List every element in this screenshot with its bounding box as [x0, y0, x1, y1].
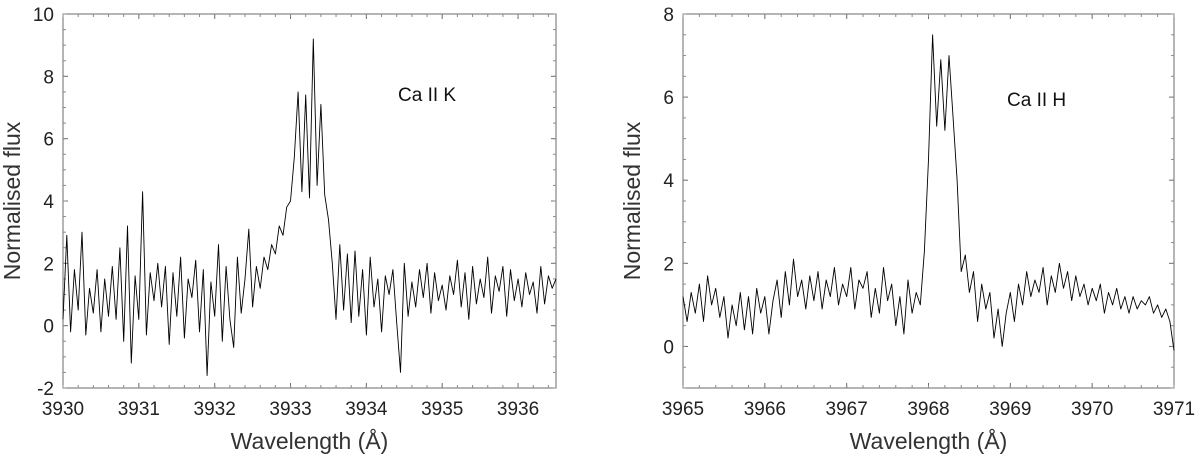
y-tick-label: -2 — [37, 379, 54, 400]
y-tick-label: 6 — [43, 130, 54, 151]
x-tick-label: 3970 — [1071, 399, 1113, 420]
x-tick-label: 3934 — [345, 399, 388, 420]
y-tick-label: 0 — [663, 337, 674, 358]
line-annotation: Ca II H — [1007, 90, 1066, 111]
y-axis-title: Normalised flux — [619, 121, 645, 280]
y-tick-label: 8 — [663, 5, 674, 26]
y-tick-label: 0 — [43, 317, 54, 338]
x-axis-title: Wavelength (Å) — [231, 427, 389, 454]
chart-panel-1: 3930 3931 3932 3933 3934 3935 3936 -2 0 2 4 6 8 10 Ca … — [0, 5, 557, 454]
x-tick-label: 3931 — [118, 399, 160, 420]
x-tick-label: 3968 — [907, 399, 949, 420]
plot-frame — [62, 13, 557, 389]
y-tick-label: 4 — [43, 192, 54, 213]
y-tick-label: 6 — [663, 88, 674, 109]
x-tick-label: 3935 — [421, 399, 463, 420]
y-tick-label: 2 — [663, 254, 674, 275]
y-tick-label: 10 — [33, 5, 54, 26]
x-tick-label: 3933 — [269, 399, 311, 420]
x-axis-title: Wavelength (Å) — [850, 427, 1008, 454]
spectrum-line — [62, 38, 557, 376]
line-annotation: Ca II K — [398, 85, 456, 106]
x-tick-label: 3969 — [989, 399, 1031, 420]
chart-panel-2: 3965 3966 3967 3968 3969 3970 3971 0 2 4 6 8 Ca II H… — [619, 5, 1195, 454]
y-tick-label: 2 — [43, 254, 54, 275]
x-tick-label: 3932 — [194, 399, 236, 420]
y-axis-title: Normalised flux — [0, 121, 25, 280]
plot-frame — [682, 13, 1175, 389]
x-tick-label: 3966 — [744, 399, 786, 420]
x-tick-label: 3965 — [662, 399, 704, 420]
spectrum-line — [682, 34, 1175, 351]
x-tick-label: 3967 — [826, 399, 868, 420]
x-tick-label: 3930 — [42, 399, 84, 420]
y-tick-label: 4 — [663, 171, 674, 192]
x-tick-label: 3936 — [497, 399, 539, 420]
x-tick-label: 3971 — [1153, 399, 1195, 420]
y-tick-label: 8 — [43, 67, 54, 88]
